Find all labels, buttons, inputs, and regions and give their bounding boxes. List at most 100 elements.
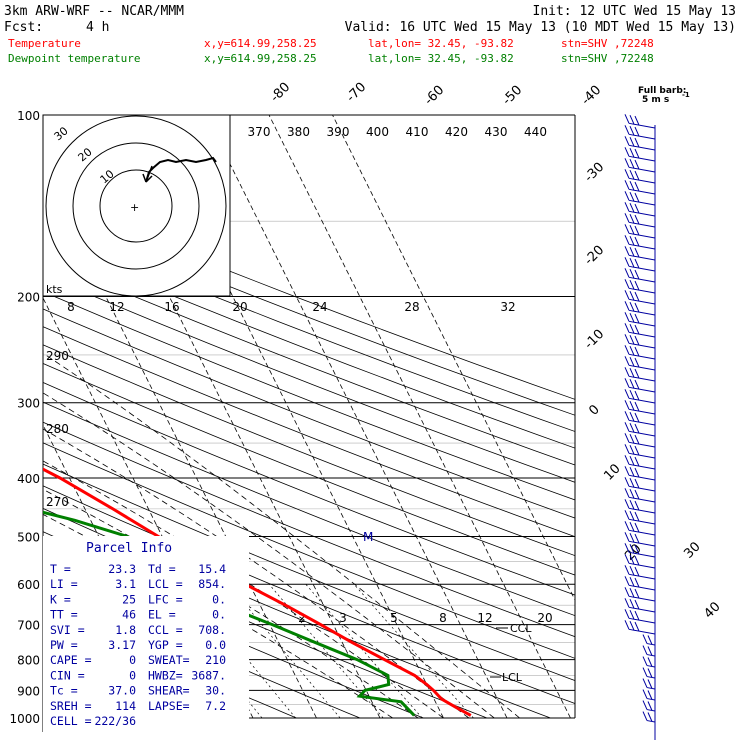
theta-label: 410 <box>406 125 429 139</box>
parcel-value: 37.0 <box>108 684 136 698</box>
wind-barb <box>624 488 656 503</box>
wind-barb <box>642 678 656 690</box>
wind-barb <box>624 290 656 305</box>
forecast-hour: 4 h <box>86 20 109 35</box>
isotherm-label: 10 <box>601 461 623 483</box>
wind-barbs <box>624 114 656 740</box>
dry-adiabat <box>43 442 575 659</box>
adiabat-label: 290 <box>46 349 69 363</box>
theta-label: 380 <box>287 125 310 139</box>
isotherm-label: -80 <box>268 80 294 106</box>
wind-barb <box>624 422 656 437</box>
wind-barb <box>624 323 656 338</box>
wind-barb <box>624 345 656 360</box>
lcl-label: LCL <box>502 671 523 684</box>
wind-barb <box>642 634 656 646</box>
wind-barb <box>624 125 656 140</box>
wind-barb <box>624 411 656 426</box>
wind-barb <box>624 191 656 206</box>
wind-barb <box>624 554 656 569</box>
mixing-ratio-line <box>305 583 423 719</box>
barb-legend-line2: 5 m s <box>642 95 669 105</box>
parcel-info-row: TT = 46 EL = 0. <box>50 608 226 622</box>
barb-legend-line1: Full barb: <box>638 86 686 96</box>
pressure-label: 700 <box>17 619 40 633</box>
wind-barb <box>624 224 656 239</box>
mixing-ratio-label-upper: 20 <box>232 300 247 314</box>
isotherm-label: -40 <box>579 83 605 109</box>
dry-adiabat <box>43 274 575 483</box>
barb-legend-exponent: -1 <box>682 91 690 99</box>
parcel-value: 3.1 <box>115 577 136 591</box>
wind-barb <box>624 356 656 371</box>
theta-label: 420 <box>445 125 468 139</box>
parcel-info-box: Parcel Info T = 23.3 Td = 15.4 LI = 3.1 LCL = 8… <box>43 536 249 732</box>
parcel-info-row: PW = 3.17 YGP = 0.0 <box>50 638 226 652</box>
wind-barb <box>624 213 656 228</box>
parcel-info-row: K = 25 LFC = 0. <box>50 592 226 606</box>
mixing-ratio-label-upper: 32 <box>500 300 515 314</box>
dry-adiabat <box>43 344 575 557</box>
wind-barb <box>624 499 656 514</box>
parcel-value: 114 <box>115 699 136 713</box>
parcel-label: SVI = <box>50 623 85 637</box>
isotherm-label: 0 <box>586 402 602 418</box>
wind-barb <box>624 565 656 580</box>
wind-barb <box>624 389 656 404</box>
dewpoint-line <box>43 510 416 717</box>
hodograph-arrow <box>142 165 153 183</box>
wind-barb <box>624 444 656 459</box>
line-labels: 370 380 390 400 410 420 430 440 8 12 16 20 24 28 32 2 3 5… <box>46 125 553 625</box>
pressure-label: 900 <box>17 684 40 698</box>
wind-barb <box>624 609 656 624</box>
parcel-info-row: SREH = 114 LAPSE= 7.2 <box>50 699 226 713</box>
pressure-label: 600 <box>17 578 40 592</box>
parcel-info-row: LI = 3.1 LCL = 854. <box>50 577 226 591</box>
parcel-value: 708. <box>198 623 226 637</box>
mixing-ratio-label-upper: 24 <box>312 300 327 314</box>
mixing-ratio-label-lower: 12 <box>477 611 492 625</box>
parcel-value: 210 <box>205 653 226 667</box>
wind-barb <box>624 576 656 591</box>
ccl-label: CCL <box>510 622 532 635</box>
parcel-info-background <box>43 536 249 732</box>
legend-temperature-station: stn=SHV ,72248 <box>561 37 654 50</box>
wind-barb <box>624 312 656 327</box>
theta-label: 400 <box>366 125 389 139</box>
isotherm-label: -70 <box>344 80 370 106</box>
hodograph-trace <box>145 156 217 183</box>
forecast-label: Fcst: <box>4 20 43 35</box>
theta-label: 430 <box>485 125 508 139</box>
wind-barb <box>624 136 656 151</box>
mixing-ratio-label-lower: 5 <box>390 611 398 625</box>
parcel-label: LFC = <box>148 592 183 606</box>
theta-label: 440 <box>524 125 547 139</box>
pressure-label: 300 <box>17 397 40 411</box>
parcel-label: CIN = <box>50 668 85 682</box>
parcel-label: LI = <box>50 577 78 591</box>
parcel-label: SHEAR= <box>148 684 190 698</box>
legend-temperature-latlon: lat,lon= 32.45, -93.82 <box>368 37 514 50</box>
parcel-label: Tc = <box>50 684 78 698</box>
isotherm-label: -20 <box>582 243 608 269</box>
parcel-label: SREH = <box>50 699 92 713</box>
parcel-info-row: CIN = 0 HWBZ= 3687. <box>50 668 226 682</box>
dry-adiabat <box>43 308 575 519</box>
parcel-value: 7.2 <box>205 699 226 713</box>
hodograph-ring-10 <box>99 169 173 243</box>
isotherm-label: -50 <box>500 83 526 109</box>
adiabat-label: 270 <box>46 495 69 509</box>
parcel-label: SWEAT= <box>148 653 190 667</box>
wind-barb <box>624 587 656 602</box>
wind-barb <box>624 543 656 558</box>
legend-dewpoint-latlon: lat,lon= 32.45, -93.82 <box>368 52 514 65</box>
dry-adiabat <box>43 362 575 576</box>
moist-adiabat <box>43 392 495 719</box>
wind-barb <box>624 455 656 470</box>
wind-barb <box>624 268 656 283</box>
model-title: 3km ARW-WRF -- NCAR/MMM <box>4 4 184 19</box>
theta-label: 370 <box>248 125 271 139</box>
m-marker: M <box>363 530 373 544</box>
parcel-info-row: CAPE = 0 SWEAT= 210 <box>50 653 226 667</box>
mixing-ratio-label-lower: 20 <box>537 611 552 625</box>
